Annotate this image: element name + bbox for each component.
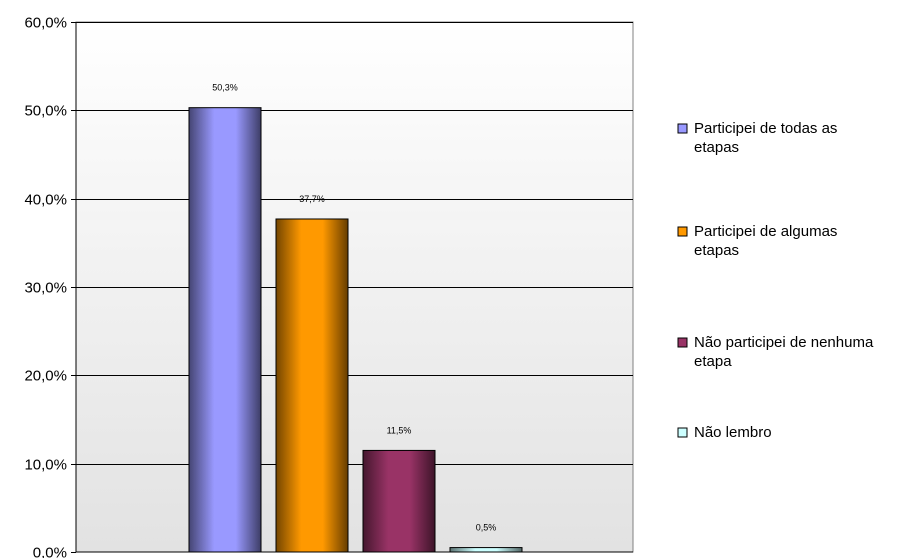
y-axis: 0,0% 10,0% 20,0% 30,0% 40,0% 50,0% 60,0%: [24, 15, 633, 558]
y-tick-label: 50,0%: [24, 103, 67, 120]
bar: [362, 449, 436, 553]
legend-label: etapas: [694, 242, 739, 259]
legend-label: etapa: [694, 353, 732, 370]
legend: Participei de todas as etapas Participei d…: [677, 120, 874, 441]
legend-swatch: [677, 427, 688, 438]
bar: [188, 107, 262, 553]
y-tick-label: 60,0%: [24, 15, 67, 32]
legend-label: Não lembro: [694, 424, 772, 441]
legend-label: etapas: [694, 139, 739, 156]
bar: [275, 218, 349, 553]
data-label: 0,5%: [476, 523, 497, 533]
data-labels: 50,3% 37,7% 11,5% 0,5%: [212, 83, 496, 533]
data-label: 11,5%: [387, 425, 412, 435]
gridlines: [76, 22, 633, 465]
legend-label: Participei de todas as: [694, 120, 837, 137]
legend-swatch: [677, 226, 688, 237]
legend-label: Não participei de nenhuma: [694, 334, 874, 351]
y-tick-label: 0,0%: [33, 545, 67, 558]
y-tick-label: 20,0%: [24, 368, 67, 385]
y-tick-label: 40,0%: [24, 192, 67, 209]
data-label: 37,7%: [299, 194, 325, 204]
legend-swatch: [677, 337, 688, 348]
y-tick-label: 30,0%: [24, 280, 67, 297]
legend-label: Participei de algumas: [694, 223, 837, 240]
y-tick-label: 10,0%: [24, 457, 67, 474]
bars: [188, 107, 523, 553]
bar: [449, 547, 523, 553]
data-label: 50,3%: [212, 83, 238, 93]
legend-swatch: [677, 123, 688, 134]
